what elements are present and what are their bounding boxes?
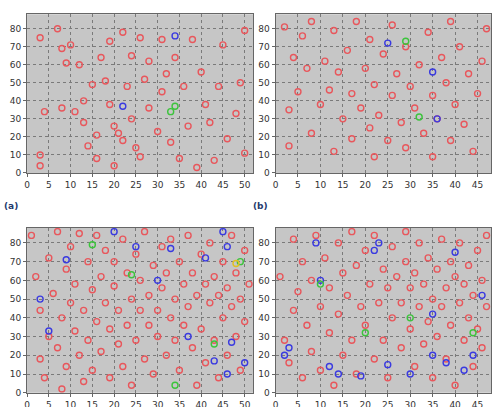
- svg-text:40: 40: [449, 180, 461, 190]
- svg-text:30: 30: [152, 180, 164, 190]
- svg-text:80: 80: [10, 238, 22, 248]
- svg-text:25: 25: [130, 400, 141, 407]
- svg-text:20: 20: [108, 400, 120, 407]
- svg-text:80: 80: [258, 24, 270, 34]
- svg-text:(b): (b): [253, 201, 268, 211]
- svg-text:0: 0: [264, 168, 270, 178]
- svg-text:70: 70: [10, 42, 22, 52]
- svg-text:0: 0: [16, 168, 22, 178]
- svg-text:30: 30: [404, 180, 416, 190]
- svg-text:10: 10: [10, 150, 22, 160]
- svg-text:25: 25: [382, 400, 393, 407]
- svg-text:50: 50: [10, 294, 22, 304]
- svg-text:10: 10: [258, 369, 270, 379]
- svg-text:25: 25: [130, 180, 141, 190]
- svg-text:50: 50: [10, 78, 22, 88]
- svg-text:20: 20: [10, 132, 22, 142]
- svg-text:80: 80: [258, 238, 270, 248]
- svg-text:15: 15: [87, 180, 98, 190]
- svg-text:10: 10: [315, 180, 327, 190]
- svg-text:35: 35: [174, 180, 185, 190]
- svg-text:10: 10: [65, 400, 77, 407]
- svg-text:70: 70: [10, 257, 22, 267]
- svg-text:0: 0: [24, 400, 30, 407]
- svg-text:10: 10: [10, 369, 22, 379]
- svg-text:30: 30: [10, 114, 22, 124]
- svg-text:5: 5: [295, 400, 301, 407]
- svg-text:30: 30: [152, 400, 164, 407]
- svg-text:50: 50: [258, 294, 270, 304]
- svg-text:40: 40: [195, 180, 207, 190]
- svg-text:35: 35: [174, 400, 185, 407]
- svg-text:70: 70: [258, 42, 270, 52]
- svg-text:30: 30: [258, 114, 270, 124]
- svg-text:40: 40: [258, 96, 270, 106]
- svg-text:40: 40: [10, 313, 22, 323]
- svg-text:25: 25: [382, 180, 393, 190]
- svg-text:80: 80: [10, 24, 22, 34]
- svg-text:30: 30: [258, 332, 270, 342]
- svg-text:10: 10: [315, 400, 327, 407]
- svg-text:40: 40: [449, 400, 461, 407]
- svg-text:35: 35: [427, 180, 438, 190]
- svg-text:5: 5: [295, 180, 301, 190]
- svg-text:0: 0: [16, 388, 22, 398]
- svg-text:45: 45: [217, 400, 228, 407]
- svg-text:50: 50: [239, 180, 251, 190]
- svg-text:0: 0: [24, 180, 30, 190]
- svg-text:60: 60: [10, 276, 22, 286]
- svg-text:60: 60: [258, 60, 270, 70]
- svg-text:20: 20: [258, 350, 270, 360]
- svg-text:35: 35: [427, 400, 438, 407]
- svg-text:70: 70: [258, 257, 270, 267]
- svg-text:15: 15: [337, 180, 348, 190]
- svg-text:60: 60: [258, 276, 270, 286]
- svg-text:20: 20: [108, 180, 120, 190]
- svg-text:30: 30: [404, 400, 416, 407]
- svg-text:45: 45: [217, 180, 228, 190]
- svg-text:0: 0: [273, 180, 279, 190]
- svg-text:5: 5: [46, 400, 52, 407]
- svg-text:20: 20: [258, 132, 270, 142]
- svg-text:15: 15: [87, 400, 98, 407]
- svg-text:40: 40: [10, 96, 22, 106]
- svg-text:50: 50: [239, 400, 251, 407]
- svg-text:5: 5: [46, 180, 52, 190]
- svg-text:50: 50: [258, 78, 270, 88]
- svg-text:20: 20: [360, 180, 372, 190]
- svg-text:10: 10: [258, 150, 270, 160]
- svg-text:0: 0: [273, 400, 279, 407]
- svg-text:10: 10: [65, 180, 77, 190]
- svg-text:60: 60: [10, 60, 22, 70]
- svg-text:45: 45: [472, 180, 483, 190]
- svg-text:20: 20: [360, 400, 372, 407]
- svg-text:30: 30: [10, 332, 22, 342]
- svg-text:20: 20: [10, 350, 22, 360]
- svg-text:15: 15: [337, 400, 348, 407]
- svg-text:40: 40: [195, 400, 207, 407]
- svg-text:45: 45: [472, 400, 483, 407]
- svg-text:(a): (a): [4, 201, 18, 211]
- svg-text:40: 40: [258, 313, 270, 323]
- svg-text:0: 0: [264, 388, 270, 398]
